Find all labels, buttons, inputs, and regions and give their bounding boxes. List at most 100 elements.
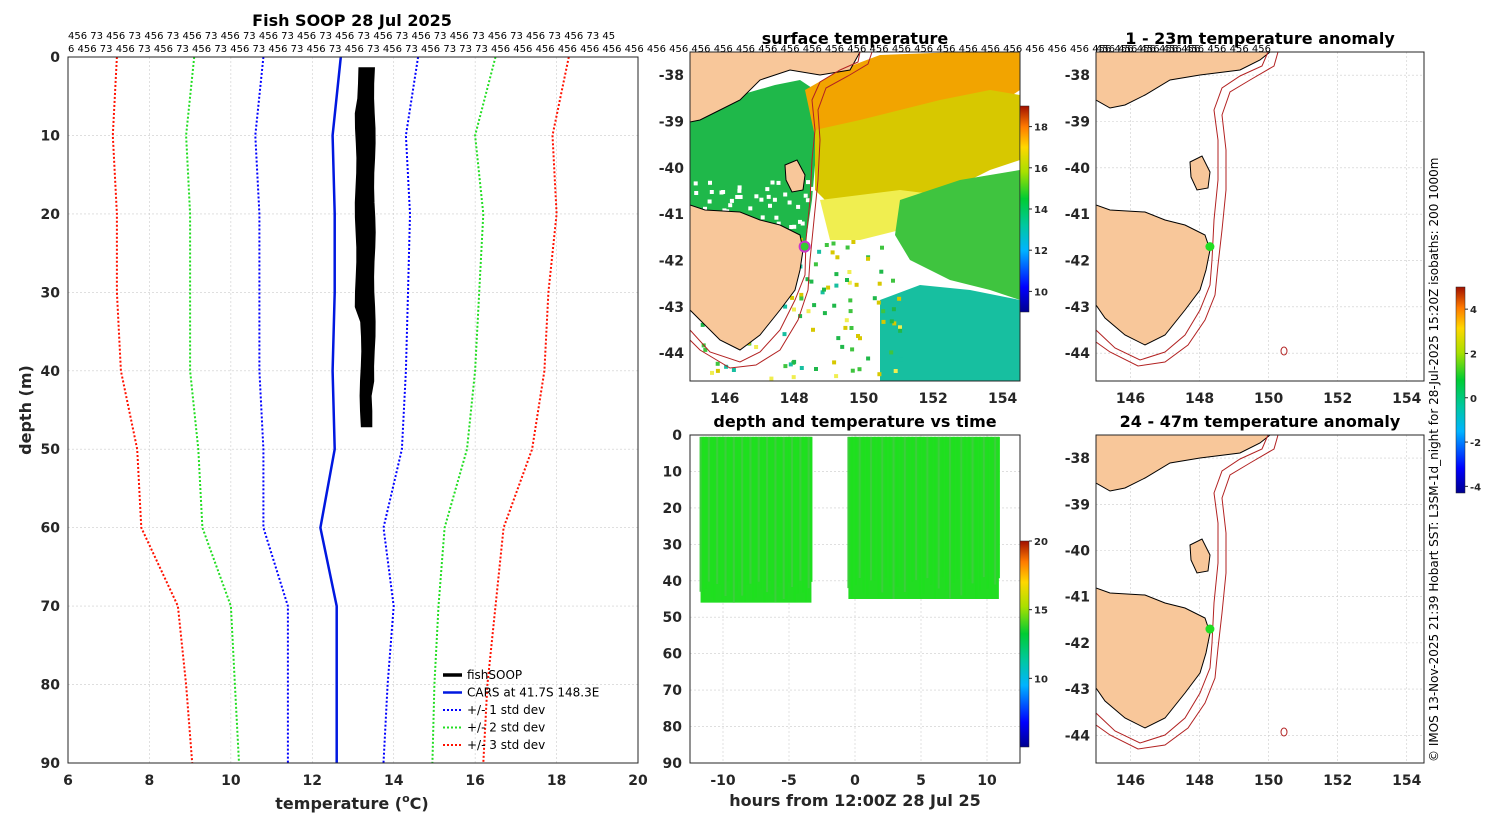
dt-ytick-label: 70	[663, 683, 683, 699]
anom-shallow-panel: 1 - 23m temperature anomaly 456 456 456 …	[1065, 29, 1425, 407]
sst-speckle-pixel	[899, 357, 903, 362]
profile-xtick-label: 18	[547, 773, 566, 789]
sst-speckle-pixel	[866, 356, 871, 361]
sst-speckle-pixel	[788, 362, 793, 367]
sst-speckle-pixel	[893, 369, 898, 373]
colorbar-tick-label: 10	[1034, 674, 1048, 685]
map-ytick-label: -42	[659, 254, 684, 270]
anom-deep-map	[1096, 435, 1288, 750]
sst-speckle-pixel	[792, 307, 796, 312]
colorbar-tick-label: 14	[1034, 205, 1048, 216]
sst-speckle-pixel	[783, 304, 788, 309]
sst-cloud-pixel	[770, 180, 775, 185]
sst-cloud-pixel	[707, 199, 712, 204]
anom-shallow-grid	[1096, 52, 1424, 381]
sst-speckle-pixel	[809, 279, 814, 284]
sst-speckle-pixel	[805, 277, 810, 282]
anom-deep-axes-box	[1095, 434, 1425, 764]
sst-speckle-pixel	[834, 283, 839, 288]
map-xtick-label: 152	[1323, 391, 1352, 407]
sst-speckle-pixel	[848, 309, 853, 314]
sst-speckle-pixel	[848, 298, 853, 303]
profile-series-line	[382, 57, 420, 763]
dt-xtick-label: 10	[977, 773, 997, 789]
sst-cloud-pixel	[748, 206, 753, 211]
sst-cloud-pixel	[738, 195, 743, 199]
sst-speckle-pixel	[847, 280, 852, 285]
sst-isobath-200	[690, 52, 861, 363]
sst-speckle-pixel	[812, 303, 817, 308]
profile-top-ticker-1: 456 73 456 73 456 73 456 73 456 73 456 7…	[68, 31, 615, 42]
dt-ytick-label: 0	[672, 428, 682, 444]
sst-speckle-pixel	[817, 249, 822, 254]
map-ytick-label: -41	[1065, 590, 1090, 606]
map-xtick-label: 148	[1185, 391, 1214, 407]
fishsoop-profile-band	[354, 67, 376, 428]
sst-cloud-pixel	[805, 198, 810, 203]
sst-speckle-pixel	[892, 321, 897, 326]
profile-title: Fish SOOP 28 Jul 2025	[252, 11, 452, 30]
anom-deep-location-marker	[1205, 624, 1215, 634]
sst-speckle-pixel	[831, 241, 836, 246]
sst-patch-west	[690, 80, 818, 250]
anom-shallow-ticks: 146 148 150 152 154 -38 -39 -40 -41 -42 -43 -44	[1065, 68, 1422, 407]
sst-speckle-pixel	[754, 345, 759, 349]
sst-cloud-pixel	[737, 188, 742, 193]
legend-label: fishSOOP	[467, 668, 522, 682]
sst-cloud-pixel	[768, 203, 772, 208]
sst-cloud-pixel	[808, 233, 813, 238]
legend-label: +/- 1 std dev	[467, 703, 545, 717]
sst-speckle-pixel	[850, 368, 855, 373]
sst-speckle-pixel	[813, 262, 818, 267]
sst-cloud-pixel	[694, 191, 699, 195]
profile-axes-box	[67, 56, 639, 764]
dt-ytick-label: 60	[663, 647, 683, 663]
sst-speckle-pixel	[840, 344, 845, 349]
sst-speckle-pixel	[832, 303, 837, 308]
sst-speckle-pixel	[700, 322, 705, 327]
map-ytick-label: -40	[1065, 543, 1091, 559]
sst-cloud-pixel	[792, 224, 797, 229]
sst-cloud-pixel	[787, 200, 792, 205]
anom-deep-panel: 24 - 47m temperature anomaly 146 148 150 15…	[1065, 286, 1481, 789]
sst-cloud-pixel	[803, 193, 808, 198]
map-xtick-label: 152	[1323, 773, 1352, 789]
sst-speckle-pixel	[731, 368, 736, 372]
sst-speckle-pixel	[811, 327, 815, 332]
sst-speckle-pixel	[857, 367, 862, 372]
anom-shallow-isobath-200	[1096, 52, 1269, 361]
colorbar-tick-label: 20	[1034, 537, 1048, 548]
anom-deep-ticks: 146 148 150 152 154 -38 -39 -40 -41 -42 -43 -44	[1065, 451, 1422, 789]
sst-cloud-pixel	[774, 215, 779, 220]
dt-xtick-label: -10	[710, 773, 736, 789]
map-ytick-label: -39	[659, 115, 684, 131]
sst-speckle-pixel	[799, 292, 804, 297]
sst-speckle-pixel	[877, 281, 882, 286]
sst-speckle-pixel	[790, 295, 795, 300]
legend-label: CARS at 41.7S 148.3E	[467, 686, 599, 700]
sst-speckle-pixel	[847, 270, 852, 274]
profile-xtick-label: 10	[221, 773, 241, 789]
dt-ytick-label: 10	[663, 464, 683, 480]
sst-speckle-pixel	[799, 296, 804, 301]
sst-speckle-pixel	[879, 269, 884, 274]
anom-deep-isobath-200	[1096, 435, 1269, 744]
sst-speckle-pixel	[891, 278, 895, 283]
profile-ytick-label: 60	[41, 521, 61, 537]
sst-speckle-pixel	[877, 372, 882, 377]
profile-series-line	[482, 57, 570, 763]
legend-label: +/- 2 std dev	[467, 721, 545, 735]
anom-shallow-title: 1 - 23m temperature anomaly	[1125, 29, 1395, 48]
anom-shallow-land-tasmania	[1096, 204, 1211, 346]
sst-colorbar-ticks: 10 12 14 16 18	[1029, 123, 1048, 298]
sst-cloud-pixel	[800, 221, 805, 226]
sst-speckle-pixel	[866, 256, 870, 261]
anom-shallow-land-mainland	[1096, 52, 1271, 109]
sst-location-marker	[798, 240, 811, 253]
map-ytick-label: -42	[1065, 254, 1090, 270]
sst-speckle-pixel	[845, 245, 850, 250]
map-ytick-label: -40	[659, 161, 685, 177]
sst-cloud-pixel	[765, 187, 770, 192]
sst-speckle-pixel	[806, 309, 811, 314]
sst-speckle-pixel	[881, 309, 886, 314]
